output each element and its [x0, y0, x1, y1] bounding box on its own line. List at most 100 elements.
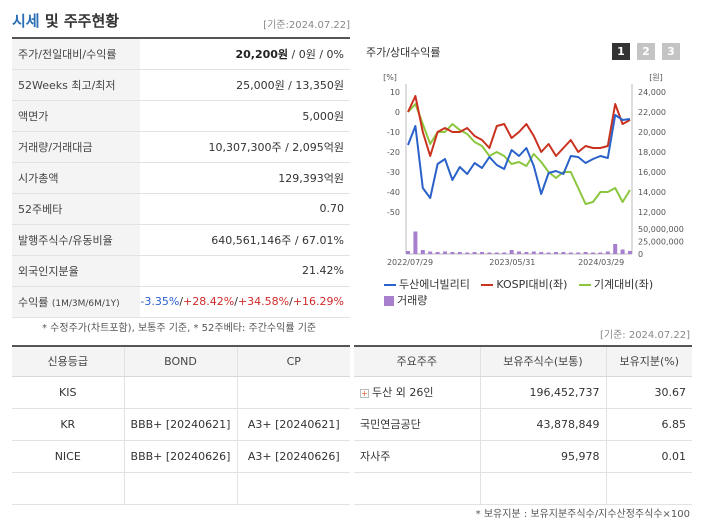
column-header: 보유주식수(보통) — [480, 346, 607, 377]
volume-bar — [576, 252, 581, 254]
rating-agency: KR — [12, 408, 125, 441]
legend-line-icon — [481, 284, 494, 286]
price-info-table: 주가/전일대비/수익률 20,200원 / 0원 / 0% 52Weeks 최고… — [12, 37, 350, 318]
cp-rating: A3+ [20240621] — [237, 408, 350, 441]
info-label: 주가/전일대비/수익률 — [12, 38, 141, 70]
volume-tick-label: 50,000,000 — [638, 225, 684, 234]
bond-rating — [124, 376, 238, 409]
volume-bar — [420, 250, 425, 254]
volume-tick-label: 25,000,000 — [638, 238, 684, 247]
info-label: 52주베타 — [12, 193, 141, 225]
right-tick-label: 22,000 — [638, 108, 666, 117]
info-row: 외국인지분율 21.42% — [12, 255, 350, 287]
info-value: 25,000원 / 13,350원 — [140, 69, 350, 101]
reference-date-2: [기준: 2024.07.22] — [599, 330, 690, 341]
volume-bar — [428, 251, 433, 254]
legend-item-price: 두산에너빌리티 — [384, 277, 470, 293]
credit-rating-table: 신용등급 BOND CP KIS KR BBB+ [20240621] A3+ … — [12, 345, 350, 505]
right-axis-unit: [원] — [649, 73, 663, 82]
return-3m: +28.42% — [183, 295, 235, 308]
column-header: CP — [237, 346, 350, 377]
volume-bar — [435, 252, 440, 254]
info-value: 21.42% — [140, 255, 350, 287]
right-tick-label: 16,000 — [638, 168, 666, 177]
series-line-price — [407, 114, 631, 199]
info-row: 시가총액 129,393억원 — [12, 162, 350, 194]
table-row: KIS — [12, 376, 350, 409]
volume-bar — [568, 252, 573, 254]
chart-tab-2[interactable]: 2 — [637, 43, 655, 60]
holder-shares: 196,452,737 — [480, 376, 607, 409]
right-tick-label: 12,000 — [638, 208, 666, 217]
info-label: 거래량/거래대금 — [12, 131, 141, 163]
info-label: 시가총액 — [12, 162, 141, 194]
volume-bar — [524, 252, 529, 254]
table-row: 자사주 95,978 0.01 — [354, 440, 692, 473]
holder-stake: 30.67 — [606, 376, 692, 409]
section-header: 시세 및 주주현황 [기준:2024.07.22] — [12, 8, 350, 36]
volume-bar — [583, 252, 588, 254]
right-tick-label: 18,000 — [638, 148, 666, 157]
volume-bar — [539, 252, 544, 254]
series-line-machine — [407, 103, 631, 205]
expand-plus-icon[interactable]: + — [360, 388, 369, 398]
volume-bar — [465, 252, 470, 254]
table-header-row: 신용등급 BOND CP — [12, 346, 350, 377]
legend-item-machine: 기계대비(좌) — [578, 277, 653, 293]
volume-bar — [494, 252, 499, 254]
volume-bar — [613, 244, 618, 254]
x-tick-label: 2024/03/29 — [578, 258, 624, 267]
holder-name: 자사주 — [354, 440, 481, 473]
bond-rating: BBB+ [20240626] — [124, 440, 238, 473]
left-tick-label: 10 — [390, 88, 400, 97]
chart-tab-3[interactable]: 3 — [662, 43, 680, 60]
left-tick-label: -30 — [387, 168, 400, 177]
volume-bar — [628, 251, 632, 254]
holder-stake — [606, 472, 692, 505]
volume-bar — [457, 252, 462, 254]
table-header-row: 주요주주 보유주식수(보통) 보유지분(%) — [354, 346, 692, 377]
return-1m: -3.35% — [140, 295, 180, 308]
column-header: BOND — [124, 346, 238, 377]
info-value: 5,000원 — [140, 100, 350, 132]
volume-bar — [406, 251, 410, 254]
volume-bar — [487, 252, 492, 254]
left-tick-label: -50 — [387, 208, 400, 217]
chart-tab-1[interactable]: 1 — [612, 43, 630, 60]
info-value: 129,393억원 — [140, 162, 350, 194]
volume-bar — [450, 252, 455, 254]
cp-rating — [237, 472, 350, 505]
legend-line-icon — [384, 284, 396, 286]
price-chart: [%] [원] 10 0 -10 -20 -30 -40 -50 24,000 22,000 20,0… — [383, 73, 684, 267]
volume-bar — [502, 252, 507, 254]
table-row — [354, 472, 692, 505]
holders-footnote: * 보유지분 : 보유지분주식수/지수산정주식수×100 — [475, 509, 690, 520]
holder-shares: 43,878,849 — [480, 408, 607, 441]
table-row: 국민연금공단 43,878,849 6.85 — [354, 408, 692, 441]
right-tick-label: 14,000 — [638, 188, 666, 197]
volume-bar — [509, 250, 514, 254]
return-1y: +16.29% — [292, 295, 344, 308]
info-row: 액면가 5,000원 — [12, 100, 350, 132]
x-tick-label: 2022/07/29 — [387, 258, 433, 267]
left-tick-label: -20 — [387, 148, 400, 157]
column-header: 주요주주 — [354, 346, 481, 377]
holder-shares: 95,978 — [480, 440, 607, 473]
info-label: 52Weeks 최고/최저 — [12, 69, 141, 101]
info-row: 52Weeks 최고/최저 25,000원 / 13,350원 — [12, 69, 350, 101]
info-row: 52주베타 0.70 — [12, 193, 350, 225]
cp-rating — [237, 376, 350, 409]
info-label: 발행주식수/유동비율 — [12, 224, 141, 256]
volume-bar — [546, 252, 551, 254]
volume-bar — [443, 251, 447, 254]
rating-agency — [12, 472, 125, 505]
series-line-kospi — [407, 95, 631, 157]
volume-bar — [605, 251, 610, 254]
left-tick-label: -10 — [387, 128, 400, 137]
holder-shares — [480, 472, 607, 505]
info-label: 외국인지분율 — [12, 255, 141, 287]
info-row: 거래량/거래대금 10,307,300주 / 2,095억원 — [12, 131, 350, 163]
reference-date: [기준:2024.07.22] — [263, 20, 350, 31]
returns-row: 수익률 (1M/3M/6M/1Y) -3.35%/+28.42%/+34.58%… — [12, 286, 350, 318]
